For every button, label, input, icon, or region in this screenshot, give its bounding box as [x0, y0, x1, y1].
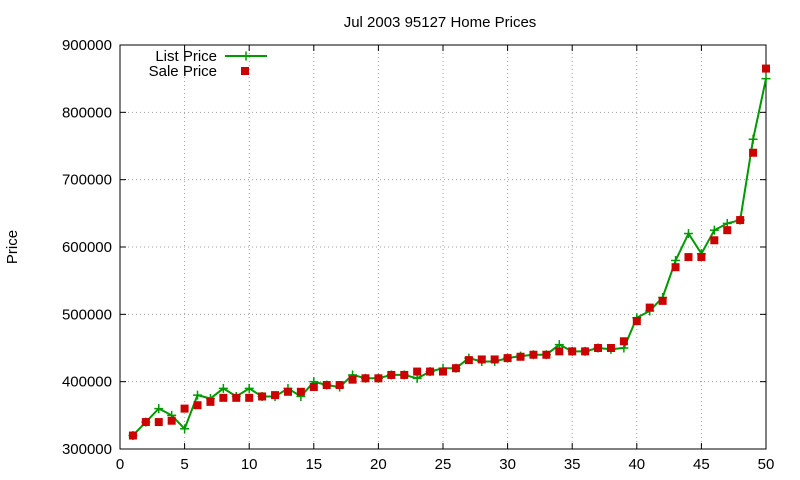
x-tick-label: 5	[180, 456, 188, 473]
sale-price-marker	[296, 387, 305, 396]
sale-price-marker	[128, 431, 137, 440]
sale-price-marker	[697, 253, 706, 262]
list-price-line	[132, 78, 767, 437]
sale-price-marker	[503, 354, 512, 363]
x-tick-label: 25	[435, 456, 452, 473]
sale-price-marker	[245, 393, 254, 402]
list-price-marker	[748, 134, 758, 144]
sale-price-marker	[219, 393, 228, 402]
sale-price-marker	[348, 375, 357, 384]
sale-price-marker	[206, 397, 215, 406]
sale-price-marker	[258, 392, 267, 401]
x-tick-label: 35	[564, 456, 581, 473]
sale-price-marker	[594, 344, 603, 352]
sale-price-marker	[439, 367, 447, 376]
x-tick-label: 10	[241, 456, 258, 473]
legend-marker-list-price	[241, 51, 251, 61]
sale-price-marker	[400, 370, 409, 379]
sale-price-marker	[232, 393, 241, 402]
sale-price-marker	[658, 296, 667, 305]
sale-price-marker	[361, 374, 370, 383]
sale-price-marker	[426, 367, 435, 376]
x-tick-label: 50	[758, 456, 775, 473]
sale-price-marker	[581, 347, 590, 356]
sale-price-marker	[542, 350, 551, 359]
x-tick-label: 20	[370, 456, 387, 473]
axes: 0 5 10 15 20 25 30 35 40 45 50 300000 400000 500000 60…	[62, 37, 774, 473]
y-tick-label: 500000	[62, 306, 112, 323]
sale-price-marker	[387, 370, 396, 379]
x-tick-label: 45	[693, 456, 710, 473]
list-price-marker	[244, 383, 254, 393]
sale-price-marker	[374, 374, 383, 383]
sale-price-marker	[645, 303, 654, 312]
x-tick-label: 15	[305, 456, 322, 473]
sale-price-marker	[154, 418, 163, 427]
list-price-marker	[193, 390, 203, 400]
sale-price-marker	[490, 355, 499, 364]
y-tick-label: 700000	[62, 172, 112, 189]
sale-price-marker	[762, 64, 770, 73]
list-price-marker	[218, 383, 228, 393]
y-axis-label: Price	[4, 230, 21, 264]
sale-price-marker	[749, 148, 758, 157]
plot-frame	[119, 44, 767, 450]
legend-label-sale-price: Sale Price	[149, 63, 217, 80]
sale-price-marker	[619, 337, 628, 346]
y-tick-label: 800000	[62, 104, 112, 121]
sale-price-marker	[555, 347, 564, 356]
list-price-marker	[683, 229, 693, 239]
sale-price-marker	[283, 387, 292, 396]
x-tick-label: 40	[628, 456, 645, 473]
sale-price-marker	[271, 391, 280, 400]
y-tick-label: 600000	[62, 239, 112, 256]
sale-price-marker	[322, 381, 331, 390]
sale-price-marker	[529, 350, 538, 359]
sale-price-marker	[723, 226, 732, 235]
sale-price-marker	[413, 367, 422, 376]
legend-label-list-price: List Price	[155, 48, 217, 65]
sale-price-marker	[141, 418, 150, 427]
plot-area	[128, 64, 771, 441]
sale-price-marker	[464, 356, 473, 365]
sale-price-marker	[335, 381, 344, 390]
y-tick-label: 300000	[62, 441, 112, 458]
sale-price-marker	[568, 347, 577, 356]
sale-price-marker	[606, 344, 615, 352]
sale-price-marker	[167, 416, 176, 425]
sale-price-marker	[671, 263, 680, 272]
y-tick-label: 400000	[62, 374, 112, 391]
list-price-marker	[709, 225, 719, 235]
list-price-marker	[180, 424, 190, 434]
sale-price-marker	[516, 352, 525, 361]
chart-title: Jul 2003 95127 Home Prices	[344, 14, 537, 31]
list-price-marker	[154, 404, 164, 414]
sale-price-marker	[309, 383, 318, 392]
y-tick-label: 900000	[62, 37, 112, 54]
x-tick-label: 0	[116, 456, 124, 473]
sale-price-marker	[710, 236, 719, 245]
grid	[120, 45, 766, 449]
sale-price-marker	[477, 355, 486, 364]
sale-price-marker	[180, 404, 189, 413]
sale-price-marker	[451, 364, 460, 373]
sale-price-marker	[736, 216, 745, 225]
list-price-marker	[761, 74, 771, 84]
x-tick-label: 30	[499, 456, 516, 473]
legend-marker-sale-price	[241, 67, 249, 75]
sale-price-marker	[632, 317, 641, 326]
sale-price-marker	[684, 253, 693, 262]
sale-price-marker	[193, 401, 202, 410]
